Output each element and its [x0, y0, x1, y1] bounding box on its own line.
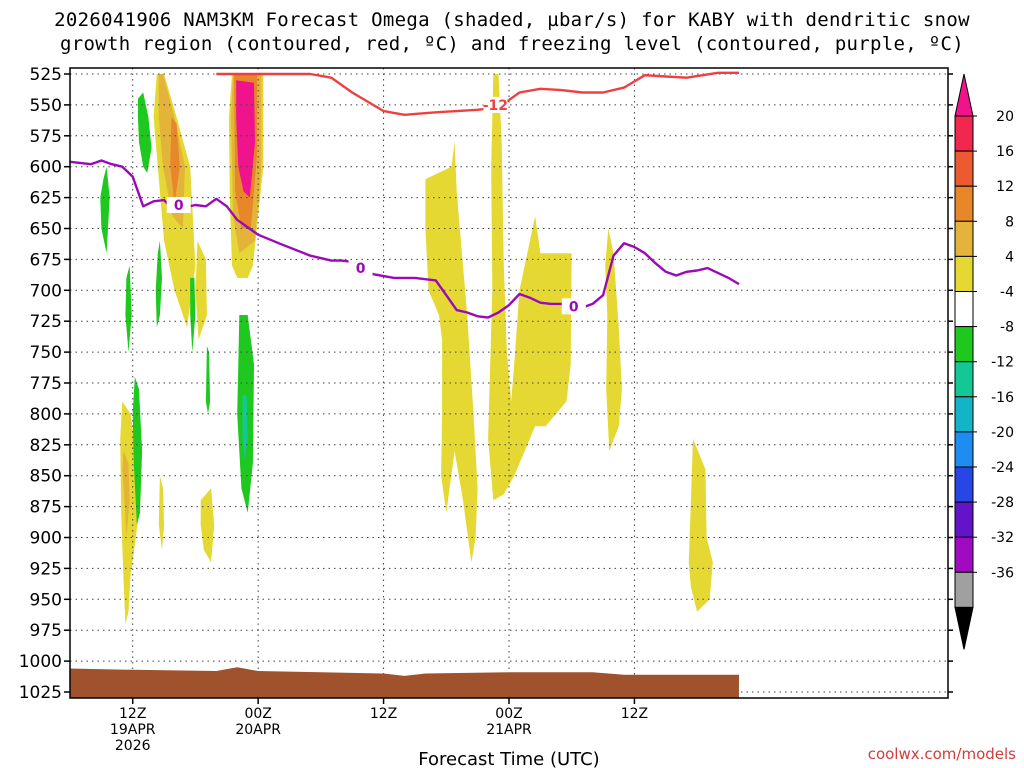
colorbar-bin	[954, 571, 974, 608]
x-tick-label: 21APR	[486, 722, 532, 738]
y-tick-label: 900	[30, 529, 62, 549]
y-tick-label: 800	[30, 405, 62, 425]
colorbar-label: 8	[1005, 214, 1014, 230]
y-tick-label: 525	[30, 65, 62, 85]
omega-shaded-region	[425, 142, 478, 563]
omega-shaded-region	[137, 92, 152, 173]
omega-shaded-region	[100, 166, 110, 254]
omega-shaded-region	[125, 265, 132, 353]
y-tick-label: 775	[30, 374, 62, 394]
omega-shaded-region	[122, 451, 130, 538]
colorbar-label: -28	[991, 495, 1014, 511]
y-tick-label: 1025	[19, 683, 62, 703]
terrain-layer	[70, 667, 739, 698]
colorbar-bin	[954, 501, 974, 538]
contour-label-bg	[561, 298, 586, 315]
y-tick-label: 650	[30, 220, 62, 240]
x-tick-label: 2026	[115, 738, 151, 754]
colorbar-bin	[954, 466, 974, 503]
omega-shaded-region	[688, 438, 713, 612]
colorbar-label: -24	[991, 460, 1014, 476]
colorbar-bin	[954, 396, 974, 433]
x-axis-title: Forecast Time (UTC)	[418, 749, 599, 768]
y-tick-label: 1000	[19, 652, 62, 672]
x-tick-label: 12Z	[370, 706, 397, 722]
y-tick-label: 925	[30, 559, 62, 579]
colorbar-bin	[954, 431, 974, 468]
colorbar-label: -8	[1000, 320, 1014, 336]
x-tick-label: 00Z	[495, 706, 522, 722]
omega-shaded-region	[155, 240, 162, 328]
y-tick-label: 550	[30, 96, 62, 116]
contour-label-bg	[348, 260, 373, 277]
x-tick-label: 12Z	[119, 706, 146, 722]
contour-label-bg	[166, 197, 191, 214]
terrain-fill	[70, 667, 739, 698]
colorbar-label: -36	[991, 565, 1014, 581]
y-tick-label: 825	[30, 436, 62, 456]
colorbar-bin	[954, 536, 974, 573]
y-tick-label: 700	[30, 281, 62, 301]
grid-lines	[70, 68, 948, 698]
colorbar-label: 20	[996, 109, 1014, 125]
chart-title-line2: growth region (contoured, red, ºC) and f…	[60, 33, 964, 55]
x-tick-label: 20APR	[235, 722, 281, 738]
omega-shaded-region	[236, 80, 255, 198]
colorbar-bin	[954, 291, 974, 328]
colorbar-label: 4	[1005, 249, 1014, 265]
y-tick-label: 750	[30, 343, 62, 363]
colorbar-over-triangle	[954, 73, 974, 117]
credit-text[interactable]: coolwx.com/models	[868, 745, 1016, 763]
y-tick-label: 950	[30, 590, 62, 610]
y-tick-label: 975	[30, 621, 62, 641]
y-tick-label: 625	[30, 189, 62, 209]
colorbar: 20 16 12 8 4 -4 -8 -12 -16 -20 -24 -28 -32 -36	[954, 73, 1014, 650]
y-tick-label: 575	[30, 127, 62, 147]
contour-label: 0	[569, 299, 579, 315]
colorbar-under-triangle	[954, 606, 974, 650]
y-axis: 525 550 575 600 625 650 675 700 725 750 775 800 825 8…	[19, 65, 953, 703]
x-tick-label: 12Z	[621, 706, 648, 722]
omega-shaded-region	[132, 376, 143, 526]
contour-label: 0	[356, 261, 366, 277]
omega-shaded-region	[158, 475, 165, 550]
omega-shaded-region	[170, 117, 180, 204]
contour-label: 0	[174, 198, 184, 214]
y-tick-label: 875	[30, 498, 62, 518]
omega-shaded-region	[205, 345, 211, 414]
y-tick-label: 725	[30, 312, 62, 332]
omega-shaded-region	[605, 228, 622, 451]
contour-label: -12	[483, 98, 508, 114]
colorbar-bin	[954, 220, 974, 257]
y-tick-label: 600	[30, 158, 62, 178]
colorbar-label: 12	[996, 179, 1014, 195]
contour-label-bg	[483, 96, 508, 113]
omega-shading-layer	[100, 74, 713, 624]
colorbar-bin	[954, 255, 974, 292]
colorbar-label: -20	[991, 425, 1014, 441]
omega-shaded-region	[195, 240, 207, 340]
x-tick-label: 00Z	[244, 706, 271, 722]
colorbar-bin	[954, 361, 974, 398]
colorbar-bin	[954, 185, 974, 222]
colorbar-label: -4	[1000, 285, 1014, 301]
colorbar-bin	[954, 150, 974, 187]
y-tick-label: 850	[30, 467, 62, 487]
omega-shaded-region	[200, 488, 215, 563]
colorbar-bin	[954, 115, 974, 152]
x-tick-label: 19APR	[110, 722, 156, 738]
colorbar-label: -32	[991, 530, 1014, 546]
colorbar-label: 16	[996, 144, 1014, 160]
colorbar-bin	[954, 326, 974, 363]
contour-line	[216, 71, 739, 116]
chart-title-line1: 2026041906 NAM3KM Forecast Omega (shaded…	[54, 9, 970, 31]
colorbar-label: -16	[991, 390, 1014, 406]
omega-shaded-region	[190, 277, 196, 353]
y-tick-label: 675	[30, 250, 62, 270]
contour-layer: -12 0 0 0	[69, 71, 740, 319]
colorbar-label: -12	[991, 355, 1014, 371]
